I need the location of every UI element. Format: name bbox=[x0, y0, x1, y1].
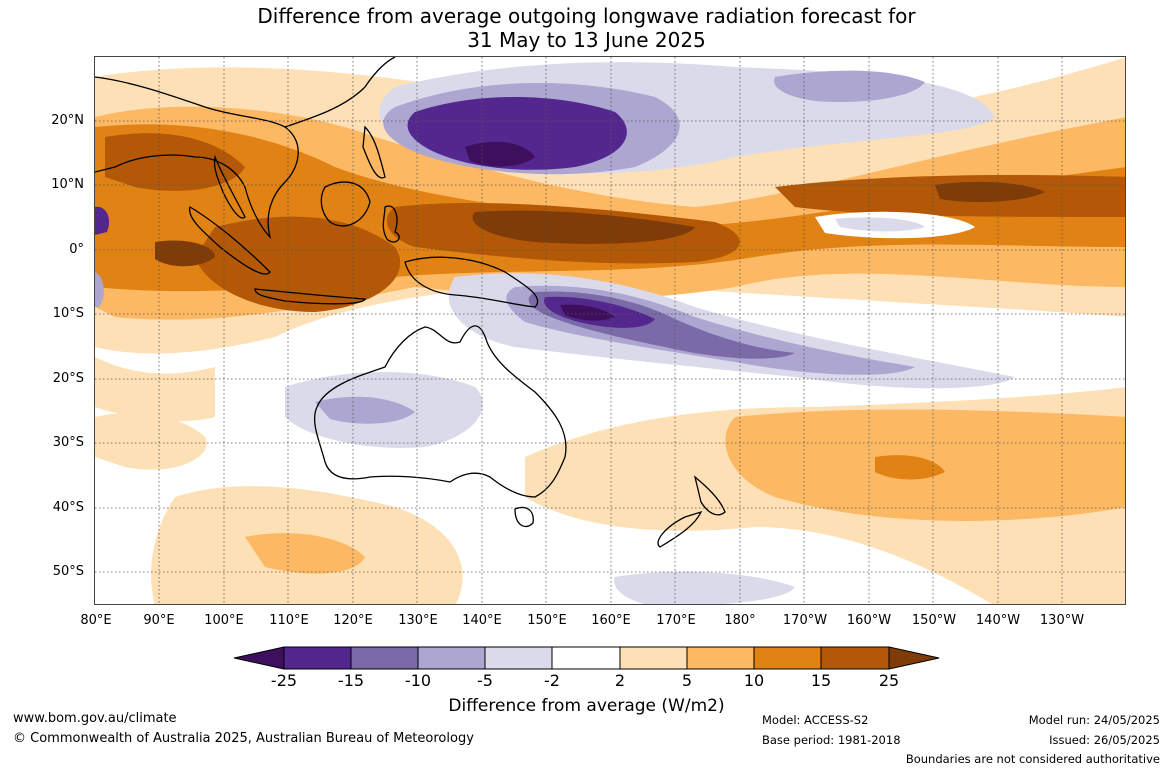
lat-label-10s: 10°S bbox=[52, 306, 84, 321]
colorbar-tick: 15 bbox=[810, 671, 832, 690]
colorbar-tick: 2 bbox=[614, 671, 626, 690]
new-guinea-coastline bbox=[404, 256, 539, 308]
colorbar-swatch bbox=[417, 646, 486, 670]
graticule bbox=[95, 57, 1125, 604]
lon-label-80e: 80°E bbox=[80, 613, 112, 628]
sumatra-coastline bbox=[188, 206, 271, 275]
lon-label-150e: 150°E bbox=[527, 613, 567, 628]
colorbar-swatch bbox=[619, 646, 688, 670]
boundary-disclaimer: Boundaries are not considered authoritat… bbox=[905, 752, 1160, 766]
model-name: Model: ACCESS-S2 bbox=[762, 713, 869, 727]
colorbar-arrow-low bbox=[234, 646, 285, 670]
anomaly-region bbox=[95, 357, 215, 422]
colorbar-tick: 25 bbox=[878, 671, 900, 690]
south-china-coastline bbox=[284, 57, 396, 128]
lon-label-170w: 170°W bbox=[782, 613, 828, 628]
colorbar-tick: -2 bbox=[544, 671, 560, 690]
anomaly-region bbox=[465, 141, 535, 167]
coastlines bbox=[95, 57, 726, 548]
anomaly-region bbox=[935, 181, 1045, 203]
colorbar-swatch bbox=[753, 646, 822, 670]
lon-label-120e: 120°E bbox=[333, 613, 373, 628]
lon-label-140e: 140°E bbox=[462, 613, 502, 628]
philippines-coastline bbox=[362, 125, 386, 179]
colorbar-tick: -5 bbox=[477, 671, 493, 690]
java-coastline bbox=[254, 288, 366, 305]
lat-label-30s: 30°S bbox=[52, 435, 84, 450]
anomaly-region bbox=[560, 304, 615, 321]
lat-label-0: 0° bbox=[69, 242, 84, 257]
lon-label-110e: 110°E bbox=[269, 613, 309, 628]
anomaly-fields bbox=[95, 57, 1125, 604]
lat-label-50s: 50°S bbox=[52, 564, 84, 579]
anomaly-region bbox=[95, 206, 110, 235]
lon-label-140w: 140°W bbox=[975, 613, 1021, 628]
bom-url: www.bom.gov.au/climate bbox=[13, 711, 177, 726]
lat-label-40s: 40°S bbox=[52, 500, 84, 515]
anomaly-region bbox=[245, 533, 365, 574]
anomaly-region bbox=[195, 216, 401, 312]
colorbar-tick: -15 bbox=[337, 671, 365, 690]
anomaly-region bbox=[95, 272, 104, 307]
colorbar-swatch bbox=[350, 646, 419, 670]
map-canvas bbox=[95, 57, 1125, 604]
colorbar bbox=[234, 646, 940, 670]
issued-date: Issued: 26/05/2025 bbox=[1049, 733, 1160, 747]
anomaly-region bbox=[875, 455, 945, 480]
tasmania-coastline bbox=[514, 506, 534, 528]
sulawesi-coastline bbox=[382, 205, 400, 243]
anomaly-region bbox=[472, 210, 695, 244]
anomaly-region bbox=[614, 571, 795, 604]
lat-label-20s: 20°S bbox=[52, 371, 84, 386]
borneo-coastline bbox=[320, 181, 371, 227]
anomaly-region bbox=[315, 396, 415, 424]
new-zealand-north-coastline bbox=[693, 475, 726, 516]
colorbar-swatch bbox=[551, 646, 621, 670]
colorbar-swatch bbox=[283, 646, 352, 670]
colorbar-swatch bbox=[820, 646, 890, 670]
colorbar-swatch bbox=[686, 646, 755, 670]
anomaly-region bbox=[774, 70, 925, 103]
lon-label-90e: 90°E bbox=[143, 613, 175, 628]
lon-label-100e: 100°E bbox=[204, 613, 244, 628]
anomaly-region bbox=[95, 413, 207, 470]
new-zealand-south-coastline bbox=[657, 510, 703, 548]
lat-label-10n: 10°N bbox=[51, 177, 84, 192]
anomaly-region bbox=[407, 97, 627, 170]
colorbar-tick: -25 bbox=[270, 671, 298, 690]
australia-coastline bbox=[313, 325, 567, 498]
lon-label-160w: 160°W bbox=[846, 613, 892, 628]
lon-label-130w: 130°W bbox=[1039, 613, 1085, 628]
model-run: Model run: 24/05/2025 bbox=[1028, 713, 1160, 727]
anomaly-region bbox=[835, 217, 925, 232]
lon-label-160e: 160°E bbox=[591, 613, 631, 628]
copyright: © Commonwealth of Australia 2025, Austra… bbox=[13, 731, 474, 746]
lon-label-130e: 130°E bbox=[398, 613, 438, 628]
title-line-2: 31 May to 13 June 2025 bbox=[467, 28, 706, 52]
colorbar-swatch bbox=[484, 646, 553, 670]
indochina-coastline bbox=[95, 76, 299, 240]
base-period: Base period: 1981-2018 bbox=[762, 733, 901, 747]
map-title: Difference from average outgoing longwav… bbox=[0, 4, 1173, 52]
lon-label-180: 180° bbox=[724, 613, 756, 628]
olr-anomaly-map bbox=[94, 56, 1126, 605]
anomaly-region bbox=[105, 133, 245, 191]
title-line-1: Difference from average outgoing longwav… bbox=[257, 4, 916, 28]
lon-label-150w: 150°W bbox=[911, 613, 957, 628]
lat-label-20n: 20°N bbox=[51, 113, 84, 128]
colorbar-tick: -10 bbox=[404, 671, 432, 690]
colorbar-tick: 5 bbox=[681, 671, 693, 690]
colorbar-tick: 10 bbox=[743, 671, 765, 690]
anomaly-region bbox=[155, 240, 215, 267]
colorbar-arrow-high bbox=[888, 646, 940, 670]
colorbar-title: Difference from average (W/m2) bbox=[448, 696, 725, 716]
lon-label-170e: 170°E bbox=[656, 613, 696, 628]
